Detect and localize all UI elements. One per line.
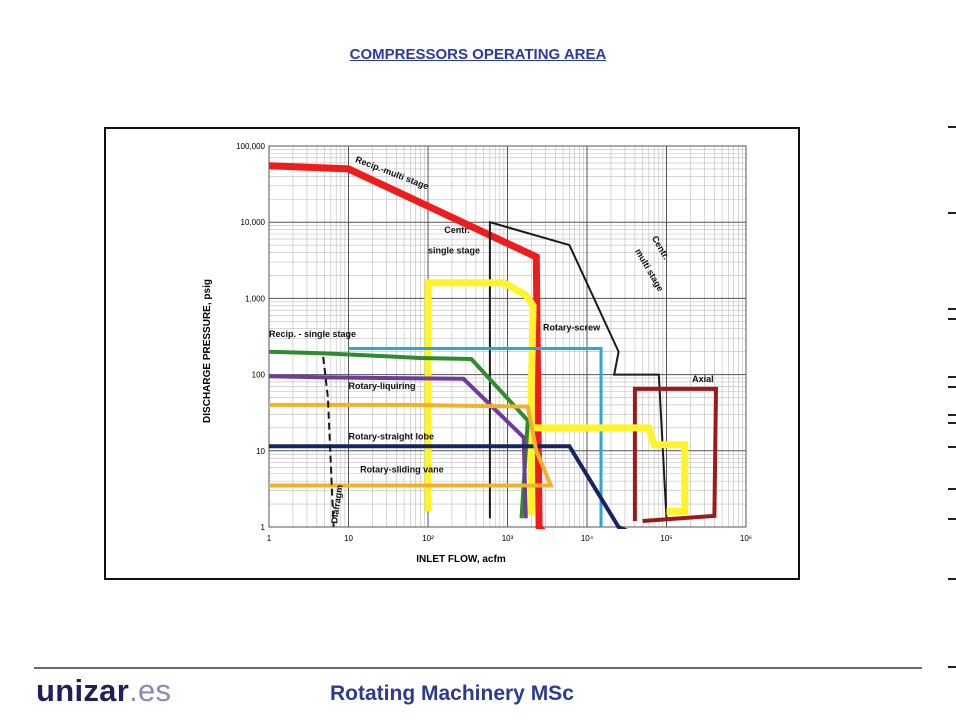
grid-layer (268, 145, 747, 528)
chart-svg: 1 10 10² 10³ 10⁴ 10⁵ 10⁶ 1 10 100 1,000 10,000 100,0… (202, 142, 752, 565)
x-tick-label: 10⁴ (581, 534, 594, 543)
series-layer (269, 162, 719, 529)
annotation-label: single stage (428, 245, 480, 255)
series-line-recip-multi-stage (269, 162, 546, 529)
annotation-label: Rotary-sliding vane (360, 464, 444, 474)
annotation-label: Centr. (650, 234, 671, 261)
slide-edge-marks (944, 118, 956, 698)
tick-layer: 1 10 10² 10³ 10⁴ 10⁵ 10⁶ 1 10 100 1,000 10,000 100,0… (236, 142, 752, 543)
x-tick-label: 10⁶ (740, 534, 752, 543)
x-tick-label: 1 (267, 534, 272, 543)
annotation-label: Rotary-liquiring (349, 381, 416, 391)
y-axis-label: DISCHARGE PRESSURE, psig (202, 279, 213, 423)
brand-name: unizar (36, 673, 130, 708)
slide-title: COMPRESSORS OPERATING AREA (349, 46, 607, 63)
series-line-rotary-sliding-vane (269, 402, 554, 488)
series-line-rotary-liquiring (269, 374, 528, 519)
x-tick-label: 10 (344, 534, 353, 543)
annotation-label: Rotary-screw (543, 322, 601, 332)
footer-divider (34, 667, 922, 669)
series-line-centr-single-stage (534, 424, 689, 515)
series-line-centr-single-stage (424, 279, 537, 515)
brand-domain: .es (129, 673, 172, 708)
chart-figure: 1 10 10² 10³ 10⁴ 10⁵ 10⁶ 1 10 100 1,000 10,000 100,0… (104, 127, 800, 580)
series-line-centr-multi-stage (488, 220, 668, 519)
annotation-label: Axial (692, 374, 714, 384)
series-line-recip-single-stage (269, 349, 530, 519)
y-tick-label: 1 (261, 523, 266, 532)
y-tick-label: 1,000 (245, 294, 266, 303)
series-line-rotary-screw (348, 347, 603, 527)
x-axis-label: INLET FLOW, acfm (416, 554, 506, 565)
series-line-axial (632, 386, 719, 523)
y-tick-label: 10 (256, 447, 265, 456)
annotation-label: Centr. (444, 225, 470, 235)
x-tick-label: 10² (422, 534, 434, 543)
y-tick-label: 100,000 (236, 142, 265, 151)
brand-logo: unizar.es (36, 673, 171, 709)
course-title: Rotating Machinery MSc (330, 682, 574, 705)
annotation-label: Recip. - single stage (269, 329, 356, 339)
y-tick-label: 100 (252, 371, 266, 380)
y-tick-label: 10,000 (241, 218, 266, 227)
x-tick-label: 10⁵ (660, 534, 672, 543)
series-line-rotary-straight-lobe (269, 444, 628, 529)
series-line-diafragm (322, 356, 335, 528)
annotation-label: Rotary-straight lobe (349, 432, 435, 442)
x-tick-label: 10³ (502, 534, 514, 543)
